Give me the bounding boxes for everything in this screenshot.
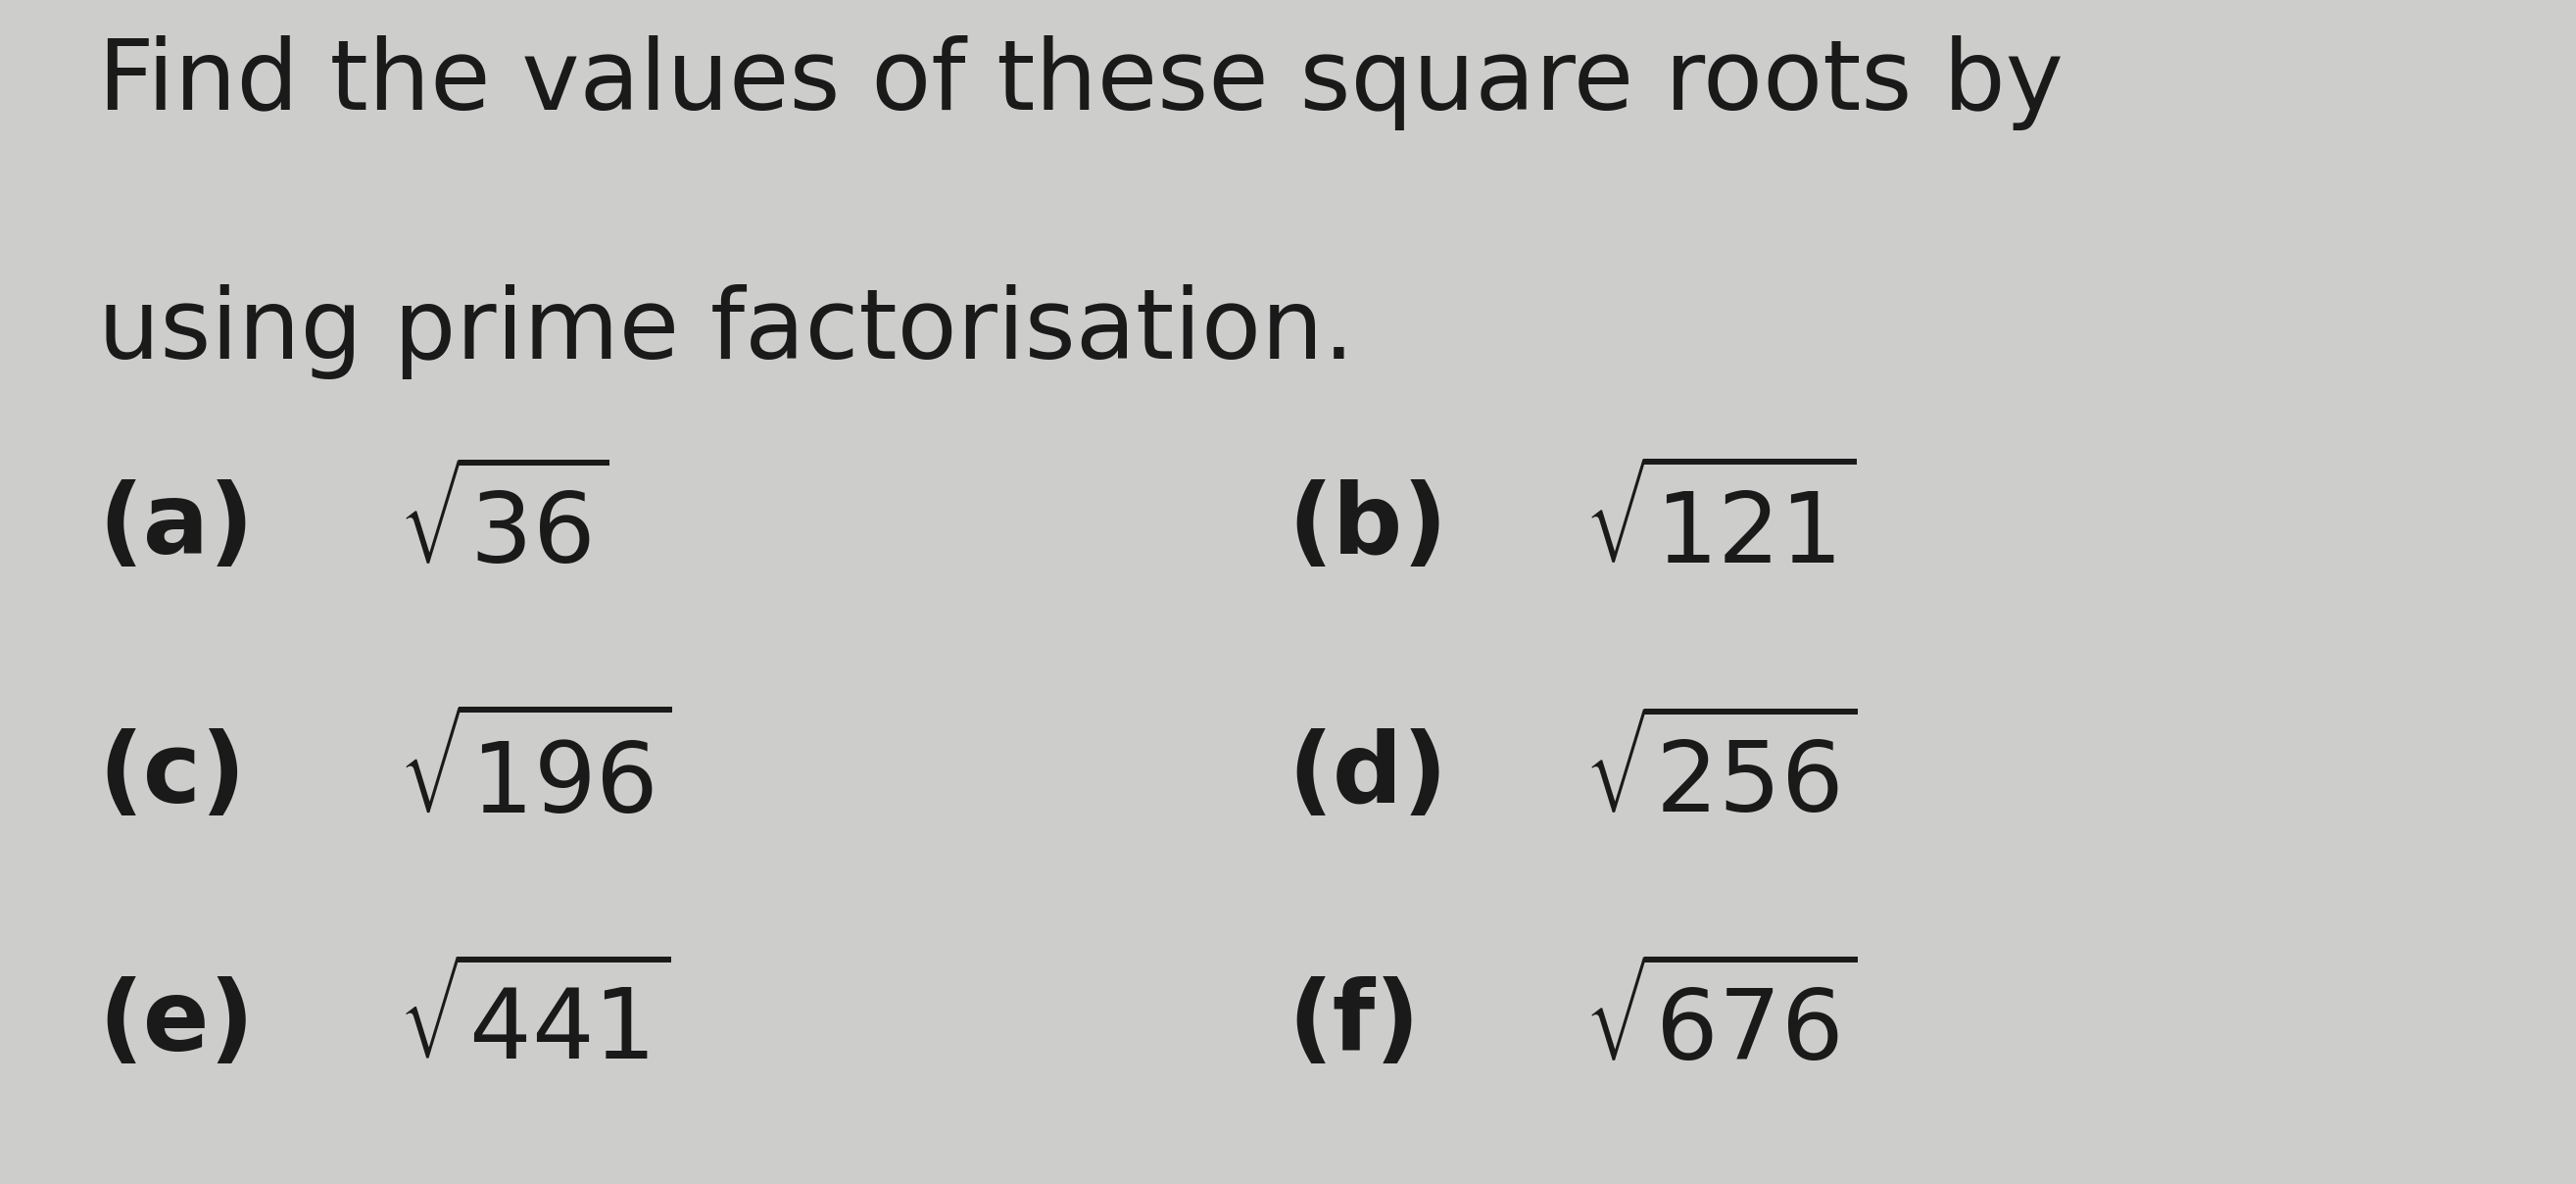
Text: (d): (d) xyxy=(1288,728,1448,823)
Text: $\sqrt{121}$: $\sqrt{121}$ xyxy=(1584,470,1857,584)
Text: $\sqrt{256}$: $\sqrt{256}$ xyxy=(1584,719,1857,832)
Text: (e): (e) xyxy=(98,977,255,1072)
Text: using prime factorisation.: using prime factorisation. xyxy=(98,284,1355,379)
Text: (c): (c) xyxy=(98,728,245,823)
Text: Find the values of these square roots by: Find the values of these square roots by xyxy=(98,36,2063,130)
Text: $\sqrt{36}$: $\sqrt{36}$ xyxy=(399,470,611,584)
Text: (a): (a) xyxy=(98,480,252,574)
Text: (f): (f) xyxy=(1288,977,1419,1072)
Text: $\sqrt{196}$: $\sqrt{196}$ xyxy=(399,718,672,834)
Text: $\sqrt{441}$: $\sqrt{441}$ xyxy=(399,969,670,1080)
Text: (b): (b) xyxy=(1288,480,1448,574)
Text: $\sqrt{676}$: $\sqrt{676}$ xyxy=(1584,967,1857,1081)
